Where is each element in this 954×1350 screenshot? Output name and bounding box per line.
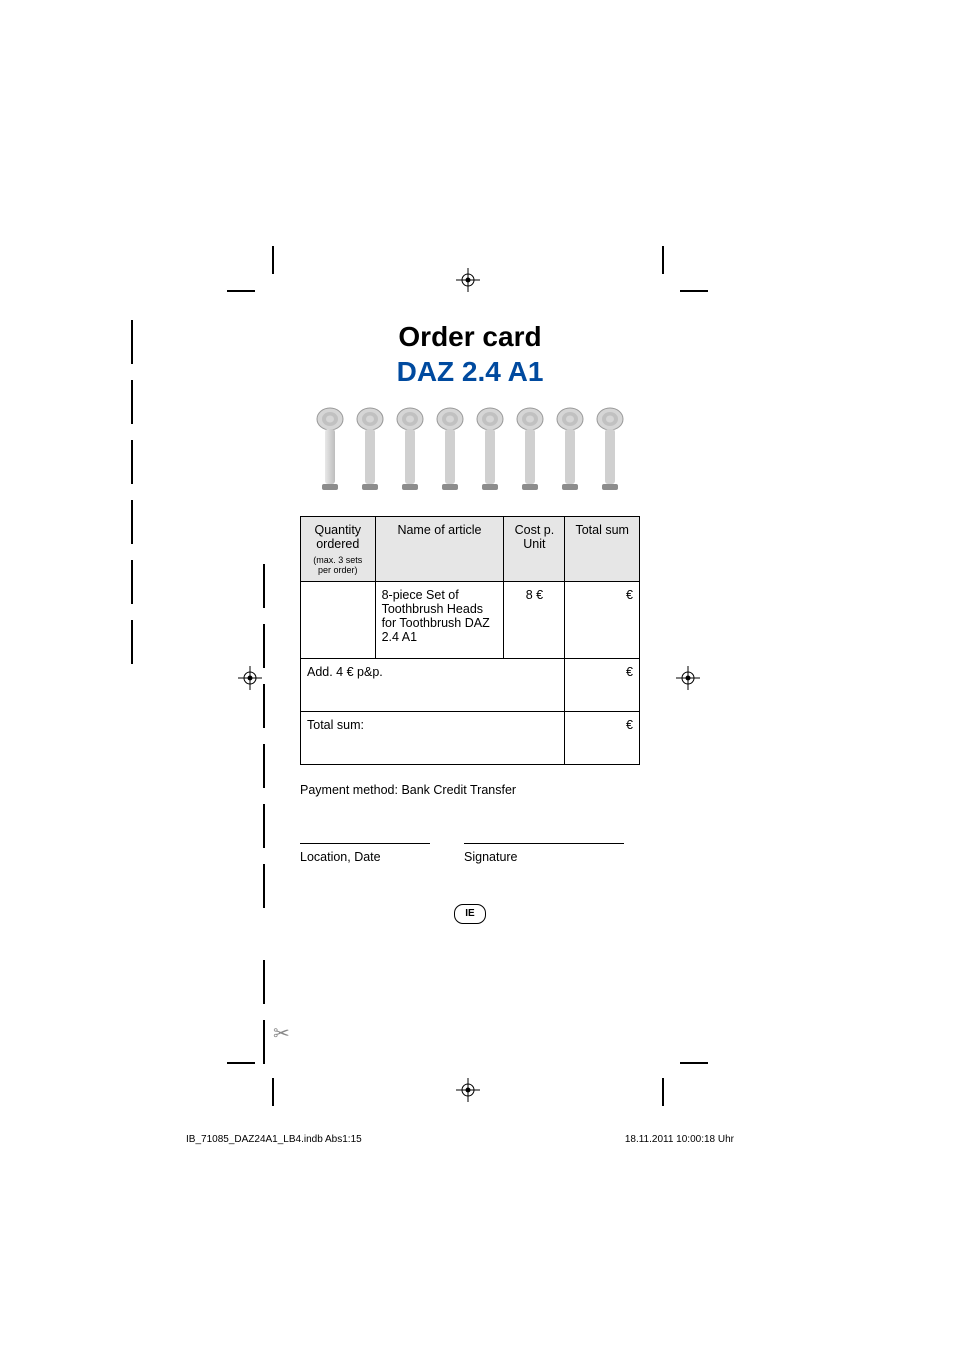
toothbrush-head-icon (513, 406, 547, 494)
crop-mark (227, 1062, 255, 1064)
model-number: DAZ 2.4 A1 (300, 357, 640, 388)
col-article-label: Name of article (397, 523, 481, 537)
col-quantity-label: Quantity ordered (315, 523, 362, 551)
toothbrush-head-icon (433, 406, 467, 494)
registration-mark-icon (238, 666, 262, 690)
crop-mark (680, 1062, 708, 1064)
cell-row-total[interactable]: € (565, 581, 640, 658)
location-date-field[interactable]: Location, Date (300, 843, 430, 864)
registration-mark-icon (456, 268, 480, 292)
tick-mark (131, 380, 133, 424)
col-article: Name of article (375, 516, 504, 581)
tick-mark (131, 440, 133, 484)
tick-mark (263, 564, 265, 608)
cell-total-value[interactable]: € (565, 711, 640, 764)
table-row: 8-piece Set of Toothbrush Heads for Toot… (301, 581, 640, 658)
signature-line (300, 843, 430, 844)
toothbrush-head-icon (393, 406, 427, 494)
toothbrush-head-icon (353, 406, 387, 494)
table-header-row: Quantity ordered (max. 3 sets per order)… (301, 516, 640, 581)
toothbrush-head-icon (553, 406, 587, 494)
table-shipping-row: Add. 4 € p&p. € (301, 658, 640, 711)
crop-mark (227, 290, 255, 292)
order-table: Quantity ordered (max. 3 sets per order)… (300, 516, 640, 765)
tick-mark (263, 960, 265, 1004)
tick-mark (263, 864, 265, 908)
tick-mark (131, 620, 133, 664)
col-quantity: Quantity ordered (max. 3 sets per order) (301, 516, 376, 581)
cell-qty[interactable] (301, 581, 376, 658)
tick-mark (131, 320, 133, 364)
scissors-icon: ✂ (273, 1024, 290, 1044)
crop-mark (662, 246, 664, 274)
signature-area: Location, Date Signature (300, 843, 640, 864)
crop-mark (272, 1078, 274, 1106)
crop-mark (272, 246, 274, 274)
col-unit-cost: Cost p. Unit (504, 516, 565, 581)
footer-filename: IB_71085_DAZ24A1_LB4.indb Abs1:15 (186, 1134, 362, 1145)
col-total-label: Total sum (575, 523, 629, 537)
col-quantity-sublabel: (max. 3 sets per order) (307, 555, 369, 575)
tick-mark (263, 1020, 265, 1064)
country-code-badge: IE (454, 904, 486, 924)
order-card-content: Order card DAZ 2.4 A1 (300, 322, 640, 924)
tick-mark (263, 744, 265, 788)
toothbrush-head-icon (593, 406, 627, 494)
location-date-label: Location, Date (300, 850, 430, 864)
page-title: Order card (300, 322, 640, 353)
tick-mark (263, 684, 265, 728)
crop-mark (680, 290, 708, 292)
signature-label: Signature (464, 850, 624, 864)
signature-line (464, 843, 624, 844)
cell-shipping-value[interactable]: € (565, 658, 640, 711)
col-unit-cost-label: Cost p. Unit (515, 523, 555, 551)
cell-unit-cost: 8 € (504, 581, 565, 658)
tick-mark (131, 560, 133, 604)
tick-mark (131, 500, 133, 544)
page: ✂ Order card DAZ 2.4 A1 (0, 0, 954, 1350)
tick-mark (263, 804, 265, 848)
toothbrush-head-icon (473, 406, 507, 494)
table-total-row: Total sum: € (301, 711, 640, 764)
col-total: Total sum (565, 516, 640, 581)
registration-mark-icon (676, 666, 700, 690)
tick-mark (263, 624, 265, 668)
cell-shipping-label: Add. 4 € p&p. (301, 658, 565, 711)
cell-total-label: Total sum: (301, 711, 565, 764)
crop-mark (662, 1078, 664, 1106)
footer-timestamp: 18.11.2011 10:00:18 Uhr (625, 1134, 734, 1145)
payment-method: Payment method: Bank Credit Transfer (300, 783, 640, 797)
cell-article: 8-piece Set of Toothbrush Heads for Toot… (375, 581, 504, 658)
product-image-row (300, 406, 640, 494)
registration-mark-icon (456, 1078, 480, 1102)
toothbrush-head-icon (313, 406, 347, 494)
signature-field[interactable]: Signature (464, 843, 624, 864)
